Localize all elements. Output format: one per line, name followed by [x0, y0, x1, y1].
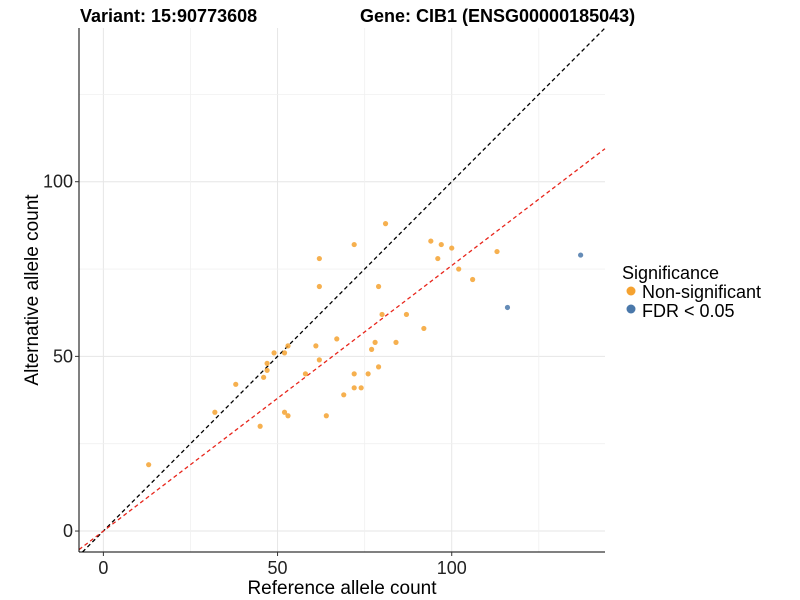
y-tick-label: 50 — [53, 346, 73, 366]
legend-title: Significance — [622, 263, 719, 283]
chart-title-variant: Variant: 15:90773608 — [80, 6, 257, 26]
point-non-significant — [351, 371, 357, 377]
point-non-significant — [438, 241, 444, 248]
point-non-significant — [372, 339, 378, 345]
chart-title-gene: Gene: CIB1 (ENSG00000185043) — [360, 6, 635, 26]
point-non-significant — [365, 371, 371, 377]
point-non-significant — [393, 339, 399, 345]
point-non-significant — [264, 367, 270, 373]
point-non-significant — [449, 245, 455, 251]
ticks: 0 50 100 0 50 100 — [43, 172, 467, 578]
point-non-significant — [382, 221, 389, 227]
point-non-significant — [261, 374, 267, 380]
point-non-significant — [334, 336, 340, 342]
point-non-significant — [316, 255, 322, 262]
y-axis-label: Alternative allele count — [22, 194, 43, 386]
legend-marker-fdr — [626, 304, 636, 314]
point-non-significant — [379, 311, 385, 318]
point-non-significant — [456, 266, 462, 272]
point-non-significant — [264, 360, 270, 366]
point-non-significant — [341, 392, 347, 398]
point-non-significant — [494, 248, 500, 255]
y-tick-label: 100 — [43, 172, 73, 192]
legend-label-non-significant: Non-significant — [642, 282, 761, 302]
point-non-significant — [271, 350, 277, 356]
reference-lines — [78, 27, 606, 553]
point-non-significant — [257, 423, 263, 429]
point-non-significant — [302, 371, 309, 377]
legend: Significance Non-significant FDR < 0.05 — [622, 263, 761, 321]
point-non-significant — [316, 357, 322, 363]
reference-line-identity — [82, 27, 606, 553]
x-tick-label: 100 — [437, 558, 467, 578]
point-non-significant — [212, 409, 218, 415]
point-non-significant — [316, 283, 322, 290]
point-fdr-0-05 — [504, 304, 511, 311]
point-non-significant — [375, 283, 382, 290]
point-non-significant — [313, 343, 319, 349]
gridlines — [79, 28, 605, 552]
y-tick-label: 0 — [63, 521, 73, 541]
point-non-significant — [428, 238, 434, 244]
point-non-significant — [285, 343, 291, 349]
point-non-significant — [403, 311, 410, 318]
data-points — [146, 221, 584, 468]
point-non-significant — [281, 409, 288, 415]
point-non-significant — [281, 350, 288, 356]
point-non-significant — [470, 276, 476, 283]
axes — [78, 28, 605, 553]
point-fdr-0-05 — [578, 252, 584, 258]
point-non-significant — [375, 364, 382, 370]
legend-marker-non-significant — [626, 286, 636, 296]
x-tick-label: 50 — [268, 558, 288, 578]
point-non-significant — [369, 346, 375, 352]
point-non-significant — [435, 255, 441, 262]
point-non-significant — [421, 325, 427, 332]
point-non-significant — [146, 462, 152, 468]
x-axis-label: Reference allele count — [247, 578, 437, 599]
point-non-significant — [285, 413, 291, 419]
x-tick-label: 0 — [98, 558, 108, 578]
point-non-significant — [233, 381, 239, 387]
point-non-significant — [358, 385, 364, 391]
point-non-significant — [351, 241, 357, 248]
point-non-significant — [351, 385, 357, 391]
point-non-significant — [323, 413, 329, 419]
reference-line-fit — [78, 148, 606, 551]
legend-label-fdr: FDR < 0.05 — [642, 301, 735, 321]
